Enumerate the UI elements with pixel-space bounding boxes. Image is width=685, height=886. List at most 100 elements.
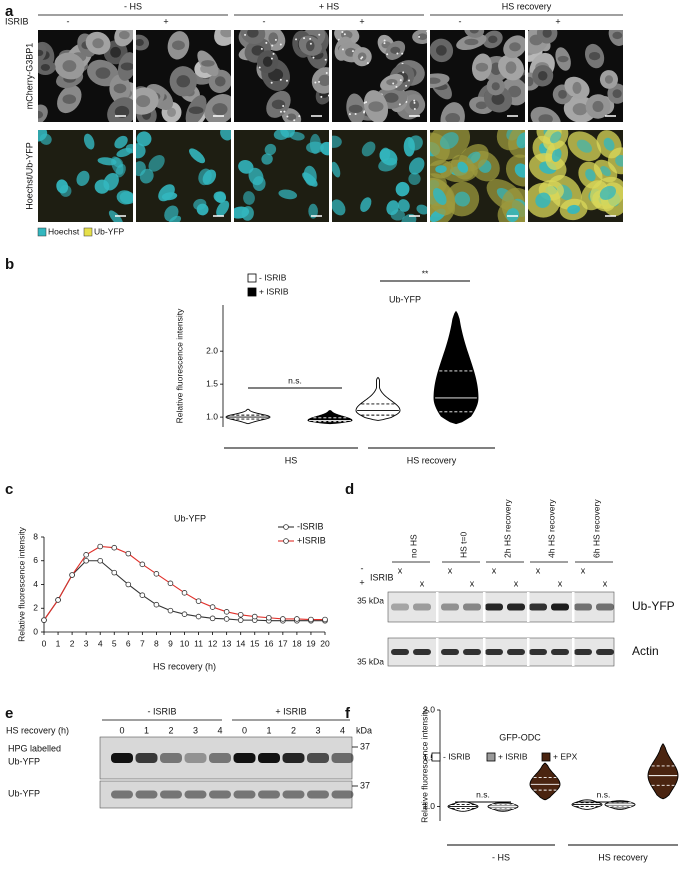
granule: [426, 38, 427, 40]
y-tick-label: 1.0: [423, 801, 435, 811]
legend-label: - ISRIB: [443, 751, 471, 761]
lane-label: 6h HS recovery: [591, 499, 601, 558]
treatment-label: ISRIB: [370, 572, 394, 582]
lane-label: 2: [291, 725, 296, 735]
nucleus: [572, 103, 588, 116]
violin: [225, 408, 271, 425]
nucleus: [212, 103, 228, 116]
point: [181, 611, 188, 617]
nucleus: [114, 135, 128, 149]
nucleus: [278, 189, 298, 200]
nucleus: [114, 105, 130, 118]
point: [265, 614, 272, 621]
nucleus: [538, 114, 553, 122]
granule: [293, 119, 296, 122]
nucleus: [417, 33, 427, 40]
group-label: - ISRIB: [147, 706, 176, 716]
band: [596, 603, 614, 611]
blot-label: Ub-YFP: [8, 756, 40, 766]
granule: [325, 71, 328, 74]
nucleus: [305, 40, 315, 52]
nucleus: [214, 76, 226, 87]
kda-unit: kDa: [356, 725, 372, 735]
legend-swatch: [37, 227, 47, 237]
nucleus: [408, 172, 421, 186]
granule: [408, 79, 411, 82]
point: [41, 617, 47, 623]
x-tick-label: 0: [42, 638, 47, 648]
granule: [271, 44, 274, 47]
x-tick-label: 7: [140, 638, 145, 648]
nucleus: [433, 188, 447, 206]
group-label: + ISRIB: [275, 706, 306, 716]
point: [195, 598, 202, 604]
nucleus: [390, 209, 405, 221]
x-tick-label: 13: [222, 638, 232, 648]
point: [322, 616, 328, 623]
band: [258, 753, 280, 763]
band: [282, 790, 305, 799]
y-axis-label: Relative fluorescence intensity: [419, 707, 429, 823]
granule: [365, 101, 368, 104]
nucleus: [164, 205, 179, 222]
nucleus: [528, 76, 534, 87]
granule: [366, 62, 369, 65]
nucleus: [308, 203, 318, 219]
y-tick-label: 2.0: [206, 345, 218, 355]
lane-label: 3: [315, 725, 320, 735]
band: [507, 603, 525, 611]
nucleus: [158, 184, 175, 202]
row-label: Hoechst/Ub-YFP: [24, 142, 34, 210]
nucleus: [220, 30, 231, 38]
nucleus: [261, 153, 273, 165]
y-tick-label: 2.0: [423, 704, 435, 714]
nucleus: [243, 191, 255, 205]
panel-letter: e: [5, 705, 13, 722]
legend-label: + ISRIB: [259, 286, 289, 296]
nucleus: [469, 30, 479, 34]
nucleus: [454, 191, 471, 207]
condition-label: - HS: [124, 1, 142, 11]
lane-label: 2h HS recovery: [502, 499, 512, 558]
x-tick-label: 3: [84, 638, 89, 648]
nucleus: [557, 55, 569, 63]
nucleus: [542, 30, 552, 38]
nucleus: [62, 94, 77, 105]
nucleus: [97, 157, 117, 166]
nucleus: [202, 169, 217, 185]
lane-label: 4: [340, 725, 345, 735]
nucleus: [83, 133, 95, 150]
lane-mark: x: [536, 565, 541, 575]
nucleus: [220, 130, 231, 141]
granule: [351, 50, 354, 53]
lane-gap: [572, 638, 575, 666]
sign: -: [361, 563, 364, 573]
lane-label: 1: [144, 725, 149, 735]
legend-swatch: [486, 752, 496, 762]
nucleus: [56, 179, 69, 194]
nucleus: [397, 199, 410, 212]
violin: [604, 800, 636, 810]
nucleus: [395, 181, 410, 197]
band: [331, 753, 354, 763]
nucleus: [603, 137, 615, 151]
nucleus: [171, 40, 185, 51]
x-tick-label: 18: [292, 638, 302, 648]
nucleus: [264, 143, 277, 156]
nucleus: [508, 85, 522, 98]
nucleus: [320, 141, 329, 156]
micrograph: [430, 130, 525, 222]
nucleus: [445, 112, 461, 122]
granule: [270, 57, 273, 60]
granule: [327, 94, 329, 97]
band: [485, 603, 503, 611]
nucleus: [600, 166, 611, 177]
lane-gap: [483, 592, 486, 622]
nucleus: [76, 170, 90, 186]
band: [574, 649, 592, 655]
nucleus: [262, 56, 273, 67]
point: [209, 615, 216, 622]
nucleus: [302, 172, 318, 187]
violin: [487, 802, 519, 812]
x-axis-label: HS recovery (h): [153, 661, 216, 671]
